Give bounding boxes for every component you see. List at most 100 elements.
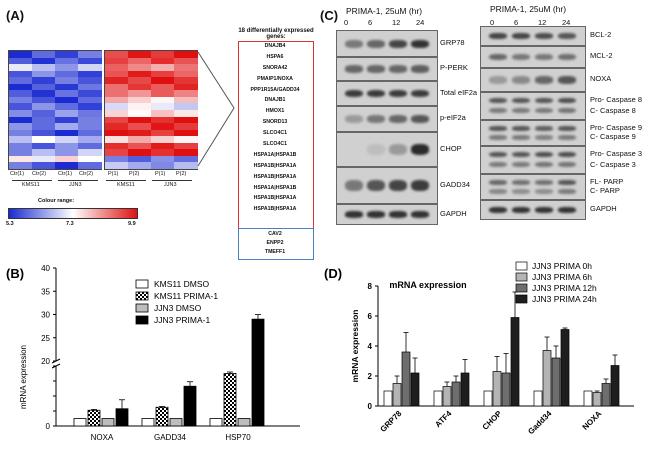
blot-band	[535, 108, 553, 114]
blot-panel	[336, 167, 438, 204]
heatmap-cell	[78, 83, 102, 91]
blot-band	[535, 162, 553, 168]
blot-band	[535, 33, 553, 39]
heatmap-cell	[174, 123, 198, 131]
blot-label: p-eIF2a	[440, 113, 466, 122]
header-left: PRIMA-1, 25uM (hr)	[346, 6, 423, 16]
heatmap-cell	[32, 162, 56, 170]
blot-band	[345, 179, 363, 192]
blot-band	[535, 152, 553, 158]
col-label: Ctr(2)	[32, 171, 47, 177]
blot-band	[411, 179, 429, 192]
blot-panel	[480, 92, 586, 120]
heatmap-cell	[174, 70, 198, 78]
gene-item: TMEFF1	[264, 249, 286, 255]
blot-band	[535, 179, 553, 185]
blot-panel	[480, 174, 586, 200]
heatmap-cell	[55, 110, 79, 118]
bar	[592, 392, 602, 407]
heatmap-cell	[55, 96, 79, 104]
heatmap-cell	[105, 155, 129, 163]
x-tick-label: Gadd34	[526, 409, 554, 437]
heatmap-cell	[55, 70, 79, 78]
blot-band	[489, 53, 507, 61]
col-label: Ctr(1)	[58, 171, 73, 177]
bar	[542, 350, 552, 407]
heatmap-cell	[78, 149, 102, 157]
heatmap-cell	[9, 103, 33, 111]
heatmap-cell	[78, 90, 102, 98]
colour-scale-bar	[8, 208, 138, 219]
heatmap-cell	[32, 64, 56, 72]
heatmap-cell	[105, 57, 129, 65]
heatmap-cell	[78, 116, 102, 124]
genes-title: 18 differentially expressed genes:	[238, 28, 314, 40]
blot-panel	[480, 26, 586, 46]
heatmap-cell	[9, 110, 33, 118]
y-tick-label: 8	[368, 282, 373, 291]
bar	[433, 390, 443, 407]
blot-band	[389, 179, 407, 192]
heatmap-cell	[151, 51, 175, 59]
legend-label: JJN3 PRIMA 6h	[532, 272, 592, 282]
bar	[492, 371, 502, 407]
blot-band	[512, 207, 530, 213]
heatmap-cell	[174, 149, 198, 157]
legend-label: KMS11 DMSO	[154, 279, 209, 289]
y-tick-label: 25	[41, 334, 50, 343]
heatmap-cell	[174, 90, 198, 98]
header-right: PRIMA-1, 25uM (hr)	[490, 4, 567, 14]
heatmap-cell	[9, 57, 33, 65]
blot-band	[411, 144, 429, 155]
legend-label: KMS11 PRIMA-1	[154, 291, 218, 301]
heatmap-cell	[55, 155, 79, 163]
heatmap-cell	[151, 149, 175, 157]
heatmap-cell	[105, 90, 129, 98]
heatmap-cell	[151, 90, 175, 98]
gene-item: CAV2	[268, 231, 282, 237]
heatmap-cell	[151, 129, 175, 137]
bar	[87, 409, 101, 427]
x-tick-label: GRP78	[378, 409, 403, 434]
timepoint-label: 24	[562, 18, 571, 27]
timepoint-label: 12	[538, 18, 547, 27]
heatmap-cell	[151, 136, 175, 144]
blot-band	[489, 152, 507, 158]
timepoint-label: 6	[368, 18, 373, 27]
blot-panel	[336, 132, 438, 167]
heatmap-cell	[105, 142, 129, 150]
zoom-arrow-icon	[197, 51, 235, 167]
bar	[533, 390, 543, 407]
blot-band	[512, 134, 530, 140]
group-label-kms11: KMS11	[117, 182, 135, 188]
blot-band	[558, 76, 576, 84]
blot-label: P-PERK	[440, 63, 468, 72]
genes-up-list: DNAJB4 HSPA6 SNORA42 PMAIP1/NOXA PPP1R15A/GA…	[238, 41, 312, 215]
bar	[237, 418, 251, 427]
group-label-jjn3: JJN3	[69, 182, 82, 188]
heatmap-cell	[128, 96, 152, 104]
gene-item: SLCO4C1	[263, 141, 287, 148]
blot-band	[558, 162, 576, 168]
blot-band	[367, 65, 385, 73]
legend-swatch	[135, 279, 149, 289]
panel-d-label: (D)	[324, 266, 342, 281]
heatmap-cell	[78, 123, 102, 131]
heatmap-cell	[78, 70, 102, 78]
blot-band	[535, 98, 553, 104]
blot-band	[411, 115, 429, 123]
blot-band	[489, 179, 507, 185]
blot-band	[535, 53, 553, 61]
heatmap-cell	[78, 103, 102, 111]
heatmap-cell	[128, 155, 152, 163]
bar	[223, 373, 237, 427]
blot-band	[367, 89, 385, 98]
bar	[401, 351, 411, 407]
blot-panel	[480, 120, 586, 146]
heatmap-cell	[9, 142, 33, 150]
blot-label: GAPDH	[440, 208, 467, 218]
heatmap-cell	[128, 149, 152, 157]
blot-band	[558, 33, 576, 39]
blot-band	[558, 108, 576, 114]
blot-band	[389, 115, 407, 123]
